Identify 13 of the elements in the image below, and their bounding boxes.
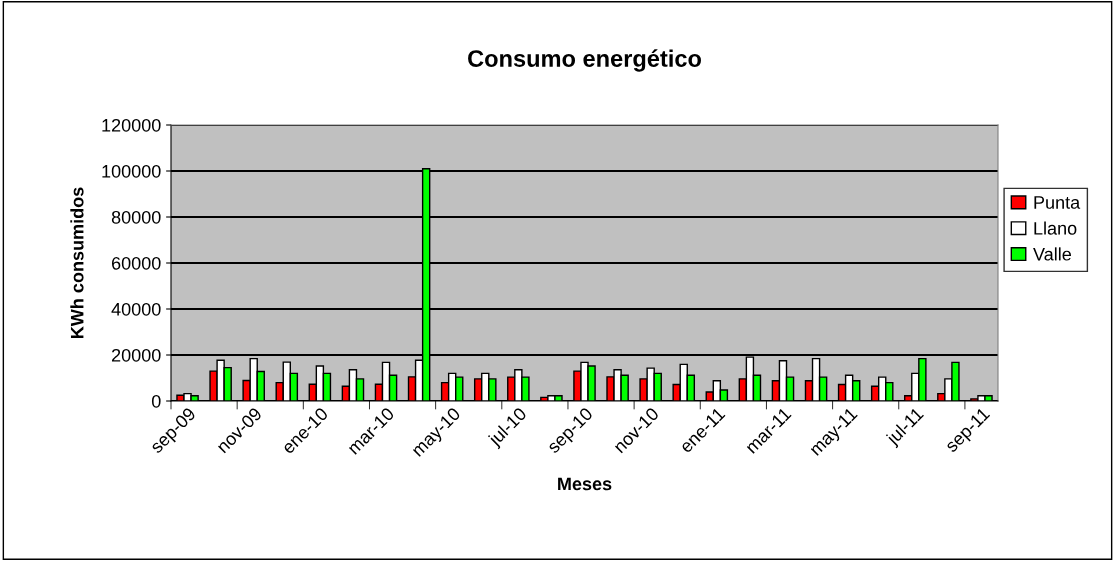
legend-label: Llano xyxy=(1034,221,1077,235)
legend-label: Valle xyxy=(1033,247,1071,261)
y-axis-title: KWh consumidos xyxy=(70,187,84,339)
x-axis-title: Meses xyxy=(558,477,612,491)
y-tick-label: 120000 xyxy=(102,118,161,132)
y-tick-label: 20000 xyxy=(111,348,161,362)
chart-title: Consumo energético xyxy=(468,49,701,72)
y-tick-label: 0 xyxy=(151,394,161,408)
y-tick-label: 40000 xyxy=(111,302,161,316)
y-tick-label: 100000 xyxy=(102,164,161,178)
legend-label: Punta xyxy=(1034,196,1081,209)
y-tick-label: 80000 xyxy=(111,210,161,224)
y-tick-label: 60000 xyxy=(111,256,161,270)
